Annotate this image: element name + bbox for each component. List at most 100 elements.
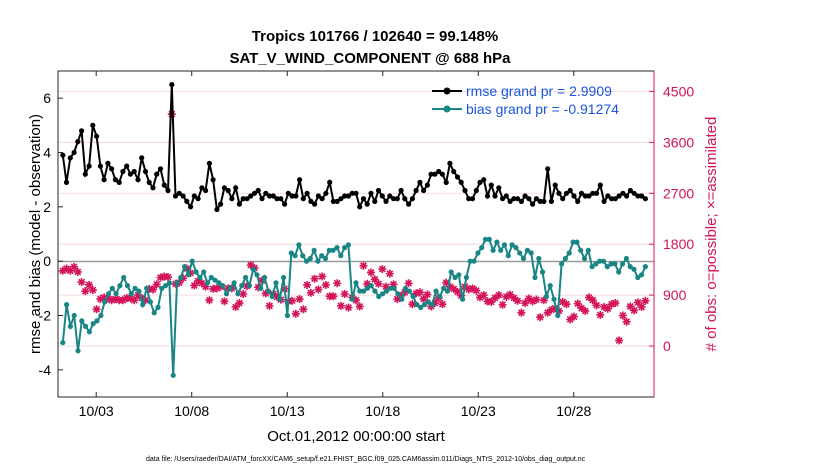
bias-point xyxy=(593,261,599,267)
bias-point xyxy=(151,310,157,316)
plot-area xyxy=(57,70,655,398)
rmse-point xyxy=(315,193,321,199)
bias-point xyxy=(391,285,397,291)
rmse-point xyxy=(466,196,472,202)
obs-count-point xyxy=(130,296,139,305)
bias-point xyxy=(627,264,633,270)
bias-point xyxy=(60,340,66,346)
bias-point xyxy=(342,245,348,251)
rmse-point xyxy=(406,201,412,207)
rmse-point xyxy=(233,185,239,191)
bias-point xyxy=(452,274,458,281)
rmse-point xyxy=(642,196,649,202)
rmse-point xyxy=(545,166,551,172)
rmse-point xyxy=(627,187,634,194)
obs-count-point xyxy=(382,282,391,291)
obs-count-point xyxy=(494,291,503,300)
obs-count-point xyxy=(197,279,206,288)
obs-count-point xyxy=(626,302,635,311)
obs-count-point xyxy=(607,300,616,309)
bias-point xyxy=(307,255,313,262)
rmse-point xyxy=(503,193,509,199)
bias-point xyxy=(231,280,237,286)
bias-point xyxy=(471,258,477,264)
obs-count-point xyxy=(321,280,330,289)
rmse-point xyxy=(67,155,73,161)
bias-point xyxy=(520,255,527,262)
obs-count-point xyxy=(479,291,488,300)
rmse-point xyxy=(586,193,592,199)
obs-count-point xyxy=(254,283,263,292)
rmse-point xyxy=(75,139,81,145)
legend-bias-label: bias grand pr = -0.91274 xyxy=(466,101,619,117)
obs-count-point xyxy=(318,272,327,281)
bias-point xyxy=(532,274,538,281)
bias-point xyxy=(64,302,70,308)
bias-point xyxy=(163,283,169,289)
rmse-point xyxy=(357,204,363,210)
bias-point xyxy=(159,285,165,291)
bias-point xyxy=(197,274,203,281)
chart-subtitle: SAT_V_WIND_COMPONENT @ 688 hPa xyxy=(229,50,511,67)
x-axis-label: Oct.01,2012 00:00:00 start xyxy=(267,428,445,445)
obs-count-point xyxy=(303,280,312,289)
rmse-point xyxy=(327,179,333,185)
rmse-point xyxy=(270,193,276,199)
rmse-point xyxy=(345,193,352,199)
rmse-point xyxy=(116,179,122,185)
obs-count-point xyxy=(569,312,578,321)
bias-point xyxy=(102,299,108,305)
rmse-point xyxy=(240,196,246,202)
bias-point xyxy=(269,293,275,300)
bias-point xyxy=(258,285,264,291)
obs-count-point xyxy=(430,299,439,308)
rmse-point xyxy=(609,196,615,202)
obs-count-point xyxy=(498,300,507,309)
rmse-point xyxy=(454,174,461,180)
bias-point xyxy=(612,261,618,267)
bias-point xyxy=(406,288,412,294)
obs-count-point xyxy=(81,287,90,296)
obs-count-point xyxy=(336,301,345,310)
left-y-tick-label: 4 xyxy=(43,145,51,161)
rmse-point xyxy=(263,190,269,196)
rmse-point xyxy=(492,193,498,199)
bias-point xyxy=(524,247,531,253)
rmse-point xyxy=(368,190,374,196)
rmse-point xyxy=(590,190,596,196)
bias-point xyxy=(227,285,233,291)
bias-point xyxy=(467,258,473,264)
rmse-point xyxy=(631,190,637,196)
bias-point xyxy=(212,277,218,283)
rmse-point xyxy=(496,185,502,191)
obs-count-point xyxy=(85,280,94,289)
bias-point xyxy=(414,302,420,308)
bias-point xyxy=(361,288,367,294)
rmse-point xyxy=(481,177,487,183)
rmse-point xyxy=(236,201,242,207)
rmse-point xyxy=(304,190,310,196)
bias-point xyxy=(357,288,363,294)
obs-count-point xyxy=(397,291,406,300)
obs-count-point xyxy=(419,295,428,304)
rmse-point xyxy=(537,198,543,204)
obs-count-point xyxy=(592,301,601,310)
bias-point xyxy=(562,255,569,262)
bias-point xyxy=(444,288,450,294)
rmse-point xyxy=(391,196,397,202)
obs-count-point xyxy=(333,279,342,288)
rmse-point xyxy=(300,196,306,202)
rmse-point xyxy=(323,190,329,196)
bias-point xyxy=(635,274,641,281)
obs-count-point xyxy=(637,303,646,312)
right-y-axis-label: # of obs: o=possible; ×=assimilated xyxy=(703,117,720,352)
rmse-point xyxy=(203,187,209,194)
rmse-point xyxy=(541,198,547,204)
rmse-point xyxy=(180,193,186,199)
rmse-point xyxy=(109,166,115,172)
rmse-point xyxy=(312,201,318,207)
rmse-point xyxy=(150,185,156,191)
obs-count-point xyxy=(103,294,112,303)
right-y-tick-label: 900 xyxy=(663,287,687,303)
